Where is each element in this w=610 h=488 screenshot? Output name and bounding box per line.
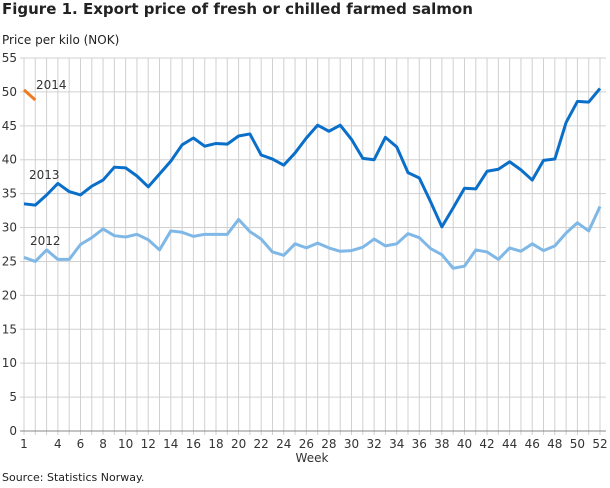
x-tick-label: 52 (592, 437, 607, 451)
x-tick-label: 32 (366, 437, 381, 451)
x-tick-label: 20 (231, 437, 246, 451)
x-tick-label: 8 (99, 437, 107, 451)
y-tick-label: 15 (2, 322, 17, 336)
y-tick-label: 0 (9, 424, 17, 438)
y-tick-label: 10 (2, 356, 17, 370)
y-tick-label: 50 (2, 85, 17, 99)
x-tick-label: 36 (412, 437, 427, 451)
x-tick-label: 42 (479, 437, 494, 451)
y-tick-label: 25 (2, 254, 17, 268)
x-tick-label: 6 (77, 437, 85, 451)
x-tick-label: 48 (547, 437, 562, 451)
y-tick-label: 40 (2, 153, 17, 167)
x-tick-label: 34 (389, 437, 404, 451)
chart-title: Figure 1. Export price of fresh or chill… (2, 0, 473, 18)
x-tick-label: 28 (321, 437, 336, 451)
x-tick-label: 14 (163, 437, 178, 451)
y-tick-label: 55 (2, 51, 17, 65)
y-tick-label: 35 (2, 187, 17, 201)
source-note: Source: Statistics Norway. (2, 471, 145, 484)
x-tick-label: 1 (20, 437, 28, 451)
x-tick-label: 30 (344, 437, 359, 451)
x-tick-label: 22 (254, 437, 269, 451)
y-axis-label: Price per kilo (NOK) (2, 33, 120, 47)
x-tick-label: 24 (276, 437, 291, 451)
x-tick-label: 18 (208, 437, 223, 451)
x-tick-label: 40 (457, 437, 472, 451)
x-tick-label: 50 (570, 437, 585, 451)
series-label-2012: 2012 (30, 234, 61, 248)
y-tick-label: 45 (2, 119, 17, 133)
x-tick-label: 44 (502, 437, 517, 451)
x-axis-label: Week (296, 451, 329, 465)
series-label-2013: 2013 (29, 168, 60, 182)
y-tick-label: 20 (2, 288, 17, 302)
x-tick-label: 4 (54, 437, 62, 451)
x-tick-label: 46 (525, 437, 540, 451)
series-line-2012 (23, 205, 602, 270)
x-tick-label: 38 (434, 437, 449, 451)
x-tick-label: 16 (186, 437, 201, 451)
x-tick-label: 12 (141, 437, 156, 451)
y-tick-label: 5 (9, 390, 17, 404)
series-line-2013 (23, 87, 602, 229)
x-tick-label: 26 (299, 437, 314, 451)
series-label-2014: 2014 (36, 78, 67, 92)
x-tick-label: 10 (118, 437, 133, 451)
series-line-2014 (22, 88, 37, 102)
y-tick-label: 30 (2, 221, 17, 235)
